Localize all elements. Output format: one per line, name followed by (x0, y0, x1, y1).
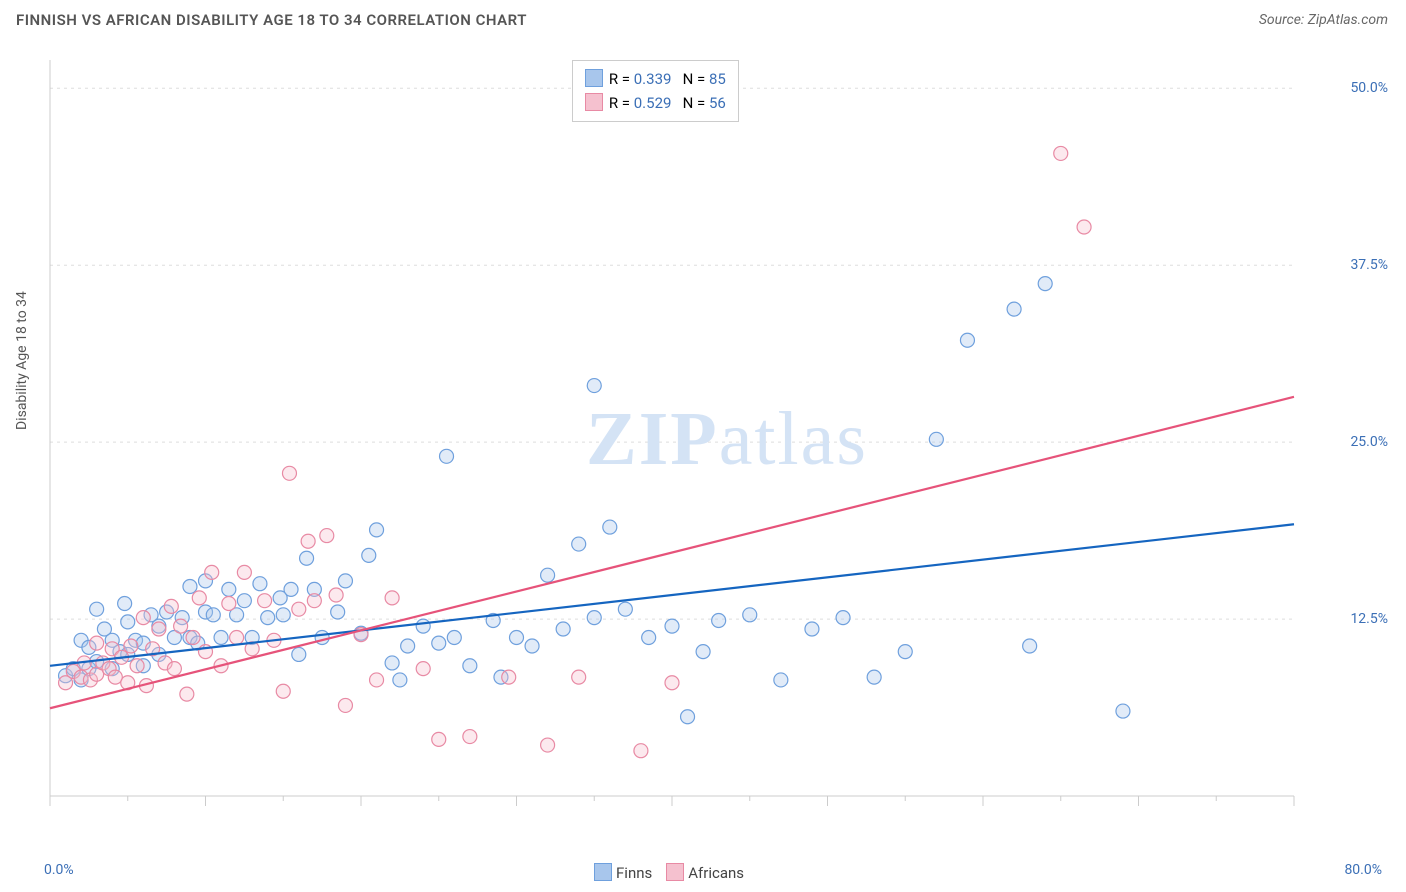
yaxis-label: Disability Age 18 to 34 (14, 291, 30, 430)
series-legend: FinnsAfricans (580, 863, 744, 882)
xtick-origin: 0.0% (44, 862, 74, 878)
source-label: Source: ZipAtlas.com (1259, 12, 1388, 28)
ytick-25: 25.0% (1308, 434, 1388, 450)
xtick-max: 80.0% (1344, 862, 1382, 878)
chart-svg (46, 56, 1298, 816)
ytick-37: 37.5% (1308, 257, 1388, 273)
ytick-50: 50.0% (1308, 80, 1388, 96)
ytick-12: 12.5% (1308, 611, 1388, 627)
stats-legend: R = 0.339 N = 85R = 0.529 N = 56 (572, 60, 739, 122)
scatter-plot: ZIPatlas R = 0.339 N = 85R = 0.529 N = 5… (46, 56, 1298, 816)
chart-title: FINNISH VS AFRICAN DISABILITY AGE 18 TO … (16, 11, 527, 29)
